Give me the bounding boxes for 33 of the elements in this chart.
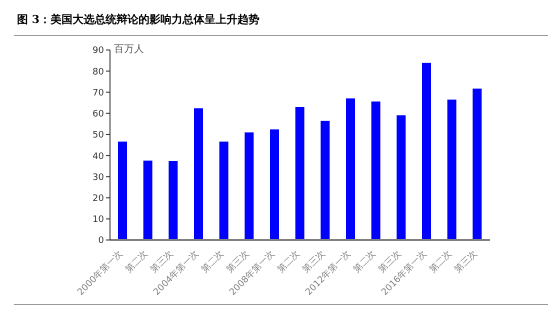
bar bbox=[320, 120, 330, 240]
y-tick-label: 30 bbox=[92, 172, 104, 183]
bar bbox=[472, 88, 482, 240]
y-tick-label: 60 bbox=[92, 110, 104, 120]
x-tick-label: 第三次 bbox=[452, 248, 480, 276]
bar bbox=[295, 107, 304, 240]
x-tick-label: 第二次 bbox=[123, 248, 150, 276]
y-tick-label: 10 bbox=[92, 215, 104, 226]
bar bbox=[219, 142, 228, 240]
y-axis-title: 百万人 bbox=[114, 43, 144, 56]
y-tick-label: 90 bbox=[92, 46, 104, 56]
bar bbox=[447, 100, 456, 240]
y-tick-label: 20 bbox=[92, 194, 104, 204]
y-tick-label: 70 bbox=[92, 88, 104, 98]
x-tick-label: 第二次 bbox=[275, 248, 302, 276]
bar bbox=[270, 129, 279, 240]
y-tick-label: 40 bbox=[92, 152, 104, 162]
x-tick-label: 第二次 bbox=[199, 248, 226, 276]
bar bbox=[396, 115, 406, 240]
bar bbox=[371, 102, 380, 240]
x-tick-label: 第二次 bbox=[351, 248, 378, 276]
bar bbox=[346, 98, 355, 240]
bar bbox=[244, 132, 254, 240]
bar bbox=[422, 62, 431, 240]
y-tick-label: 0 bbox=[98, 236, 104, 246]
chart-title: 图 3：美国大选总统辩论的影响力总体呈上升趋势 bbox=[17, 12, 260, 27]
bar bbox=[168, 161, 178, 240]
bar bbox=[143, 160, 152, 240]
x-tick-label: 第二次 bbox=[427, 248, 454, 276]
bar bbox=[118, 142, 127, 240]
bar bbox=[194, 108, 203, 240]
y-tick-label: 50 bbox=[92, 130, 104, 141]
y-tick-label: 80 bbox=[92, 67, 104, 78]
